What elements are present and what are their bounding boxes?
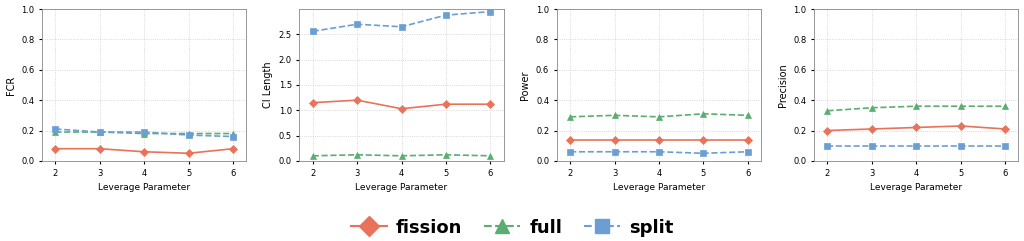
- Y-axis label: Power: Power: [520, 70, 530, 100]
- X-axis label: Leverage Parameter: Leverage Parameter: [355, 183, 447, 192]
- X-axis label: Leverage Parameter: Leverage Parameter: [870, 183, 963, 192]
- Y-axis label: FCR: FCR: [5, 75, 15, 94]
- Legend: fission, full, split: fission, full, split: [344, 212, 680, 241]
- Y-axis label: Precision: Precision: [777, 63, 787, 107]
- X-axis label: Leverage Parameter: Leverage Parameter: [612, 183, 705, 192]
- X-axis label: Leverage Parameter: Leverage Parameter: [98, 183, 190, 192]
- Y-axis label: CI Length: CI Length: [263, 62, 273, 108]
